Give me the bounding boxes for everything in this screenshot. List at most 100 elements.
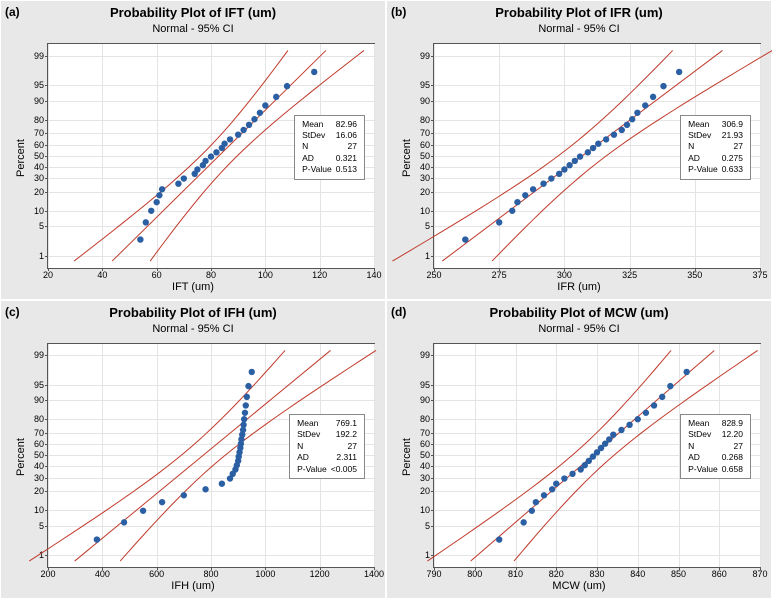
data-point <box>194 166 200 172</box>
panel-d: (d)Probability Plot of MCW (um)Normal - … <box>386 300 772 599</box>
data-point <box>533 498 539 504</box>
data-point <box>572 158 578 164</box>
stats-cell: P-Value <box>300 164 334 175</box>
xtick-label: 200 <box>40 567 55 579</box>
ytick-label: 80 <box>16 414 48 424</box>
ytick-label: 10 <box>16 206 48 216</box>
stats-cell: 27 <box>720 141 745 152</box>
gridline-v <box>760 344 761 568</box>
ytick-label: 20 <box>16 187 48 197</box>
data-point <box>643 409 649 415</box>
stats-cell: 12.20 <box>720 429 745 440</box>
data-point <box>650 94 656 100</box>
data-point <box>619 127 625 133</box>
xtick-label: 100 <box>258 268 273 280</box>
data-point <box>496 536 502 542</box>
fit-line <box>427 350 671 561</box>
xtick-label: 40 <box>97 268 107 280</box>
data-point <box>651 402 657 408</box>
data-point <box>667 382 673 388</box>
data-point <box>561 166 567 172</box>
xtick-label: 810 <box>508 567 523 579</box>
data-point <box>159 186 165 192</box>
data-point <box>221 141 227 147</box>
xtick-label: 80 <box>206 268 216 280</box>
stats-cell: AD <box>295 452 329 463</box>
stats-legend: Mean769.1StDev192.2N27AD2.311P-Value<0.0… <box>289 414 365 479</box>
data-point <box>496 219 502 225</box>
xtick-label: 375 <box>752 268 767 280</box>
data-point <box>284 83 290 89</box>
data-point <box>683 368 689 374</box>
stats-cell: 27 <box>334 141 359 152</box>
ytick-label: 70 <box>16 128 48 138</box>
xtick-label: 860 <box>712 567 727 579</box>
data-point <box>541 492 547 498</box>
fit-line <box>29 350 285 561</box>
data-point <box>556 171 562 177</box>
ytick-label: 95 <box>402 80 434 90</box>
data-point <box>626 421 632 427</box>
stats-cell: Mean <box>686 418 720 429</box>
data-point <box>561 475 567 481</box>
ytick-label: 90 <box>402 395 434 405</box>
xtick-label: 840 <box>630 567 645 579</box>
stats-cell: AD <box>300 153 334 164</box>
data-point <box>242 409 248 415</box>
data-point <box>244 393 250 399</box>
panel-a: (a)Probability Plot of IFT (um)Normal - … <box>0 0 386 300</box>
chart-subtitle: Normal - 95% CI <box>1 23 385 35</box>
data-point <box>243 402 249 408</box>
stats-cell: N <box>300 141 334 152</box>
ytick-label: 20 <box>402 486 434 496</box>
stats-cell: 21.93 <box>720 130 745 141</box>
stats-cell: P-Value <box>686 464 720 475</box>
xtick-label: 1200 <box>310 567 330 579</box>
data-point <box>262 102 268 108</box>
xtick-label: 800 <box>467 567 482 579</box>
data-point <box>514 199 520 205</box>
data-point <box>548 175 554 181</box>
stats-cell: 82.96 <box>334 119 359 130</box>
panel-b: (b)Probability Plot of IFR (um)Normal - … <box>386 0 772 300</box>
stats-cell: 0.633 <box>720 164 745 175</box>
ytick-label: 20 <box>402 187 434 197</box>
xtick-label: 140 <box>366 268 381 280</box>
x-axis-label: IFT (um) <box>1 281 385 293</box>
data-point <box>520 519 526 525</box>
data-point <box>569 470 575 476</box>
ytick-label: 90 <box>16 96 48 106</box>
data-point <box>143 219 149 225</box>
data-point <box>509 208 515 214</box>
ytick-label: 99 <box>16 51 48 61</box>
ytick-label: 5 <box>16 221 48 231</box>
y-axis-label: Percent <box>15 438 27 476</box>
stats-cell: 0.513 <box>334 164 359 175</box>
xtick-label: 600 <box>149 567 164 579</box>
stats-cell: 16.06 <box>334 130 359 141</box>
xtick-label: 120 <box>312 268 327 280</box>
data-point <box>642 102 648 108</box>
ytick-label: 90 <box>16 395 48 405</box>
ytick-label: 99 <box>402 51 434 61</box>
stats-cell: P-Value <box>295 464 329 475</box>
data-point <box>240 127 246 133</box>
ytick-label: 20 <box>16 486 48 496</box>
xtick-label: 275 <box>492 268 507 280</box>
data-point <box>590 145 596 151</box>
xtick-label: 300 <box>557 268 572 280</box>
data-point <box>241 416 247 422</box>
x-axis-label: MCW (um) <box>387 580 771 592</box>
chart-subtitle: Normal - 95% CI <box>387 323 771 335</box>
data-point <box>549 486 555 492</box>
stats-cell: StDev <box>300 130 334 141</box>
data-point <box>240 421 246 427</box>
data-point <box>202 158 208 164</box>
stats-cell: Mean <box>300 119 334 130</box>
data-point <box>595 141 601 147</box>
x-axis-label: IFR (um) <box>387 281 771 293</box>
data-point <box>140 507 146 513</box>
data-point <box>121 519 127 525</box>
chart-title: Probability Plot of IFT (um) <box>1 5 385 20</box>
data-point <box>462 236 468 242</box>
